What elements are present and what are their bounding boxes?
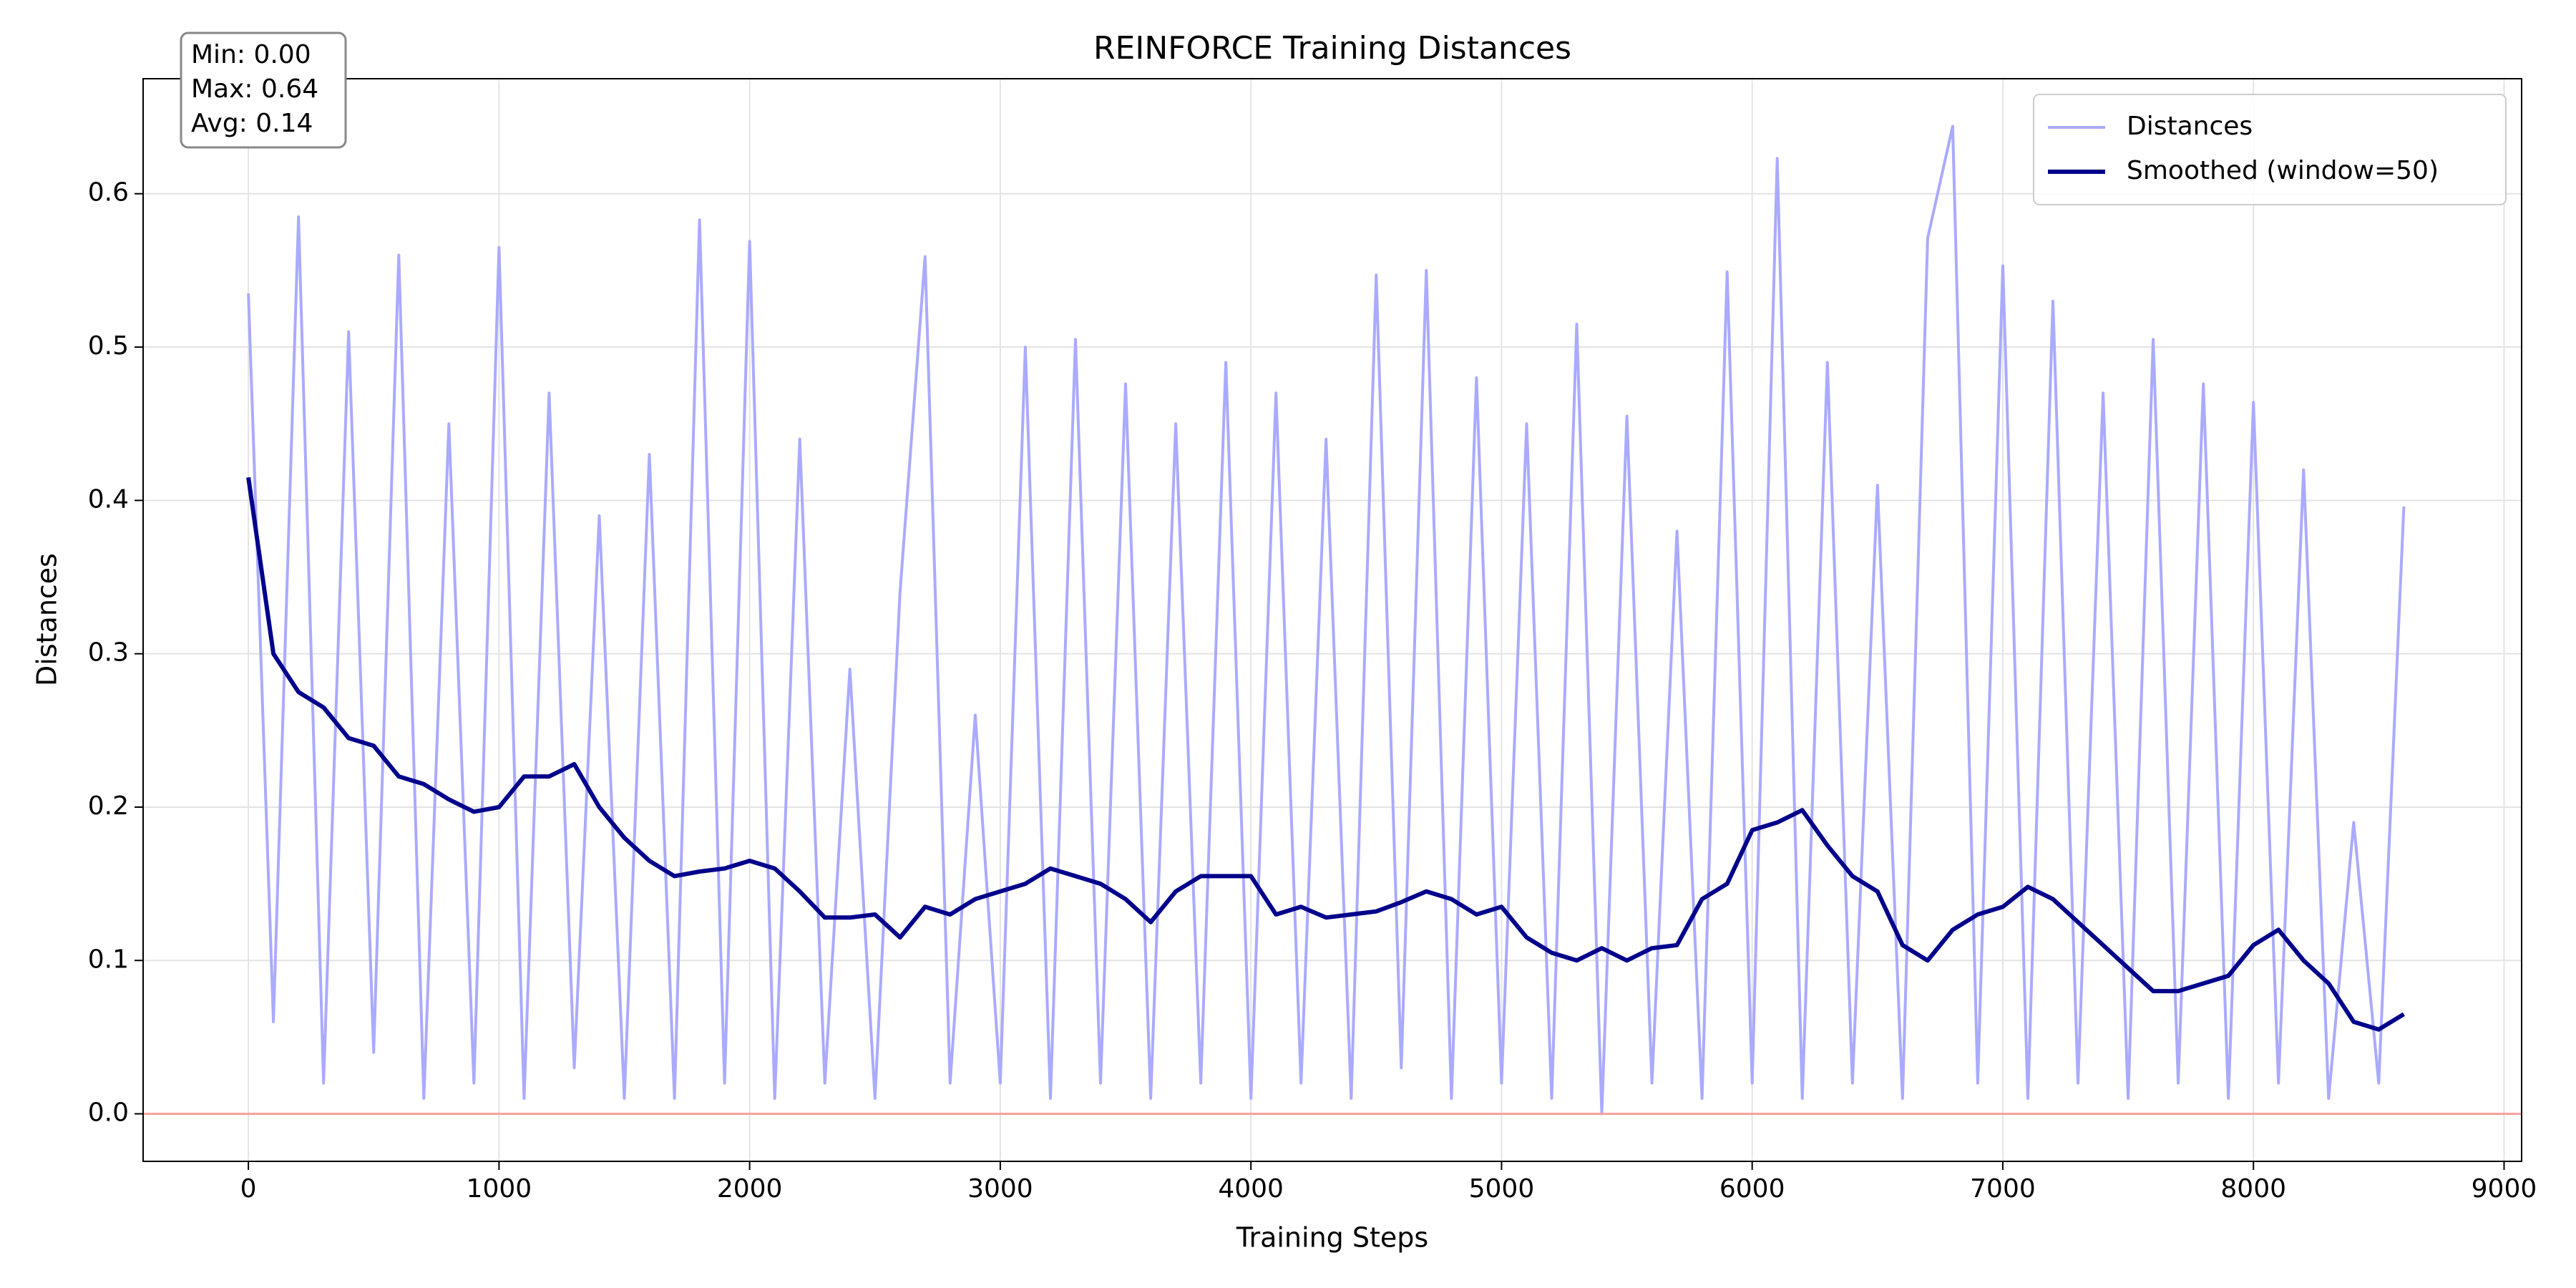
x-tick-label: 7000	[1970, 1174, 2036, 1204]
series-line	[247, 125, 2406, 1116]
x-tick-label: 6000	[1719, 1174, 1785, 1204]
y-tick-label: 0.5	[88, 331, 129, 361]
x-tick-label: 9000	[2472, 1174, 2537, 1204]
x-tick-label: 0	[240, 1174, 257, 1204]
x-axis-label: Training Steps	[1236, 1222, 1428, 1254]
x-tick-label: 8000	[2220, 1174, 2286, 1204]
x-tick-label: 5000	[1469, 1174, 1535, 1204]
annotation-text: Max: 0.64	[191, 74, 318, 104]
y-tick-label: 0.0	[88, 1098, 129, 1128]
annotation-text: Avg: 0.14	[191, 109, 313, 138]
plot-frame	[142, 78, 2522, 1162]
x-tick-label: 2000	[717, 1174, 783, 1204]
y-tick-label: 0.3	[88, 638, 129, 668]
legend-label: Distances	[2127, 112, 2253, 141]
y-tick-label: 0.6	[88, 178, 129, 208]
legend-label: Smoothed (window=50)	[2127, 156, 2439, 185]
x-tick-label: 4000	[1218, 1174, 1284, 1204]
legend-box	[2033, 94, 2507, 205]
x-tick-label: 1000	[467, 1174, 532, 1204]
annotation-text: Min: 0.00	[191, 40, 311, 69]
annotation-box	[180, 31, 347, 149]
x-tick-label: 3000	[967, 1174, 1033, 1204]
y-axis-label: Distances	[31, 553, 63, 686]
y-tick-label: 0.4	[88, 484, 129, 514]
series-line	[246, 477, 2405, 1032]
y-tick-label: 0.1	[88, 945, 129, 974]
chart-title: REINFORCE Training Distances	[1093, 30, 1571, 67]
y-tick-label: 0.2	[88, 791, 129, 821]
